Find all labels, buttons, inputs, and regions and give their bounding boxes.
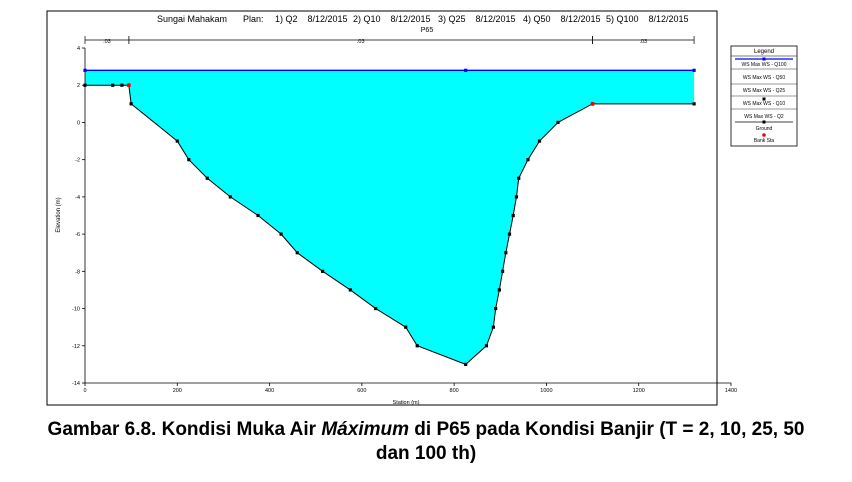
x-tick-label: 400: [265, 388, 274, 394]
water-area-layer: [85, 70, 695, 365]
ground-point: [526, 158, 530, 162]
header-plan-3: 3) Q25 8/12/2015: [438, 14, 516, 24]
ground-point: [295, 251, 299, 255]
ws-point: [83, 68, 87, 72]
y-tick-label: -8: [75, 269, 80, 275]
y-tick-layer: 4 2 0 -2 -4 -6 -8 -10 -12 -14: [72, 46, 86, 387]
ground-point: [205, 176, 209, 180]
ground-point: [494, 306, 498, 311]
x-axis-label: Station (m): [393, 400, 420, 406]
ground-point: [83, 83, 87, 87]
legend-bank-marker: [762, 133, 766, 137]
caption-italic: Máximum: [321, 419, 409, 440]
header-plan-1: 1) Q2 8/12/2015: [275, 14, 348, 24]
manning-label: .03: [103, 39, 111, 45]
ground-point: [517, 176, 521, 180]
ws-point: [692, 68, 696, 72]
ground-point: [556, 120, 560, 125]
ground-point: [464, 362, 468, 366]
ground-point: [415, 344, 419, 348]
y-tick-label: -2: [75, 158, 80, 164]
ground-point: [484, 344, 489, 348]
x-tick-label: 1400: [725, 388, 737, 394]
ground-point: [348, 288, 352, 292]
header-plan-label: Plan:: [243, 14, 264, 24]
ground-point: [692, 102, 696, 106]
water-area: [85, 70, 695, 365]
ground-point: [511, 213, 515, 218]
y-tick-label: 4: [77, 46, 80, 52]
y-tick-label: -12: [72, 344, 80, 350]
y-tick-label: -4: [75, 195, 80, 201]
legend-ws-q10-marker: [762, 97, 766, 101]
bank-station-point: [126, 83, 131, 88]
legend-ws-q100-label: WS Max WS - Q100: [741, 62, 786, 68]
legend-ws-q25-label: WS Max WS - Q25: [743, 88, 785, 94]
legend: Legend WS Max WS - Q100 WS Max WS - Q50 …: [730, 45, 798, 147]
caption-part1: Gambar 6.8. Kondisi Muka Air: [47, 419, 322, 440]
ground-point: [500, 269, 505, 273]
x-tick-label: 800: [450, 388, 459, 394]
y-tick-label: -6: [75, 232, 80, 238]
ground-point: [111, 83, 115, 87]
legend-title: Legend: [754, 49, 774, 55]
legend-ws-q50-label: WS Max WS - Q50: [743, 75, 785, 81]
ground-point: [374, 306, 378, 311]
x-tick-label: 0: [83, 388, 86, 394]
ground-point: [256, 213, 260, 218]
ground-point: [175, 139, 179, 143]
x-tick-label: 200: [173, 388, 182, 394]
ground-point: [504, 251, 508, 255]
marker-layer: [83, 68, 696, 366]
ground-point: [120, 83, 124, 87]
manning-label: .03: [357, 39, 365, 45]
ground-point: [129, 102, 133, 106]
x-tick-label: 1200: [633, 388, 645, 394]
legend-ground-marker: [762, 120, 766, 124]
cross-section-chart: Sungai Mahakam Plan: 1) Q2 8/12/2015 2) …: [46, 10, 798, 406]
manning-layer: .03 .03 .03: [84, 36, 695, 45]
x-tick-label: 600: [357, 388, 366, 394]
ground-point: [537, 139, 542, 143]
header-plan-2: 2) Q10 8/12/2015: [353, 14, 431, 24]
ground-point: [321, 269, 325, 273]
ground-point: [491, 325, 495, 329]
ground-point: [507, 232, 512, 236]
ground-point: [404, 325, 408, 329]
x-tick-label: 1000: [540, 388, 552, 394]
ws-point: [464, 68, 468, 72]
x-tick-layer: 0 200 400 600 800 1000 1200 1400: [83, 382, 737, 394]
ground-point: [514, 195, 519, 199]
y-tick-label: -14: [72, 381, 80, 387]
y-tick-label: 0: [77, 120, 80, 126]
legend-bank-label: Bank Sta: [754, 138, 775, 144]
legend-ws-q100-marker: [762, 57, 766, 61]
y-tick-label: 2: [77, 83, 80, 89]
bank-station-point: [590, 101, 595, 106]
legend-ground-label: Ground: [756, 126, 773, 132]
manning-label: .03: [640, 39, 648, 45]
ground-point: [497, 288, 501, 292]
plot-frame: [46, 10, 718, 406]
legend-ws-q2-label: WS Max WS - Q2: [744, 114, 784, 120]
ground-point: [279, 232, 283, 236]
y-axis-label: Elevation (m): [56, 197, 62, 232]
ground-point: [228, 195, 232, 199]
figure-caption: Gambar 6.8. Kondisi Muka Air Máximum di …: [0, 418, 852, 466]
y-tick-label: -10: [72, 307, 80, 313]
header-section: P65: [421, 27, 434, 34]
legend-ws-q10-label: WS Max WS - Q10: [743, 101, 785, 107]
ground-point: [187, 158, 191, 162]
header-plan-5: 5) Q100 8/12/2015: [606, 14, 689, 24]
caption-line2: dan 100 th): [375, 443, 477, 464]
caption-part2: di P65 pada Kondisi Banjir (T = 2, 10, 2…: [409, 419, 805, 440]
header-river: Sungai Mahakam: [157, 14, 227, 24]
header-plan-4: 4) Q50 8/12/2015: [523, 14, 601, 24]
